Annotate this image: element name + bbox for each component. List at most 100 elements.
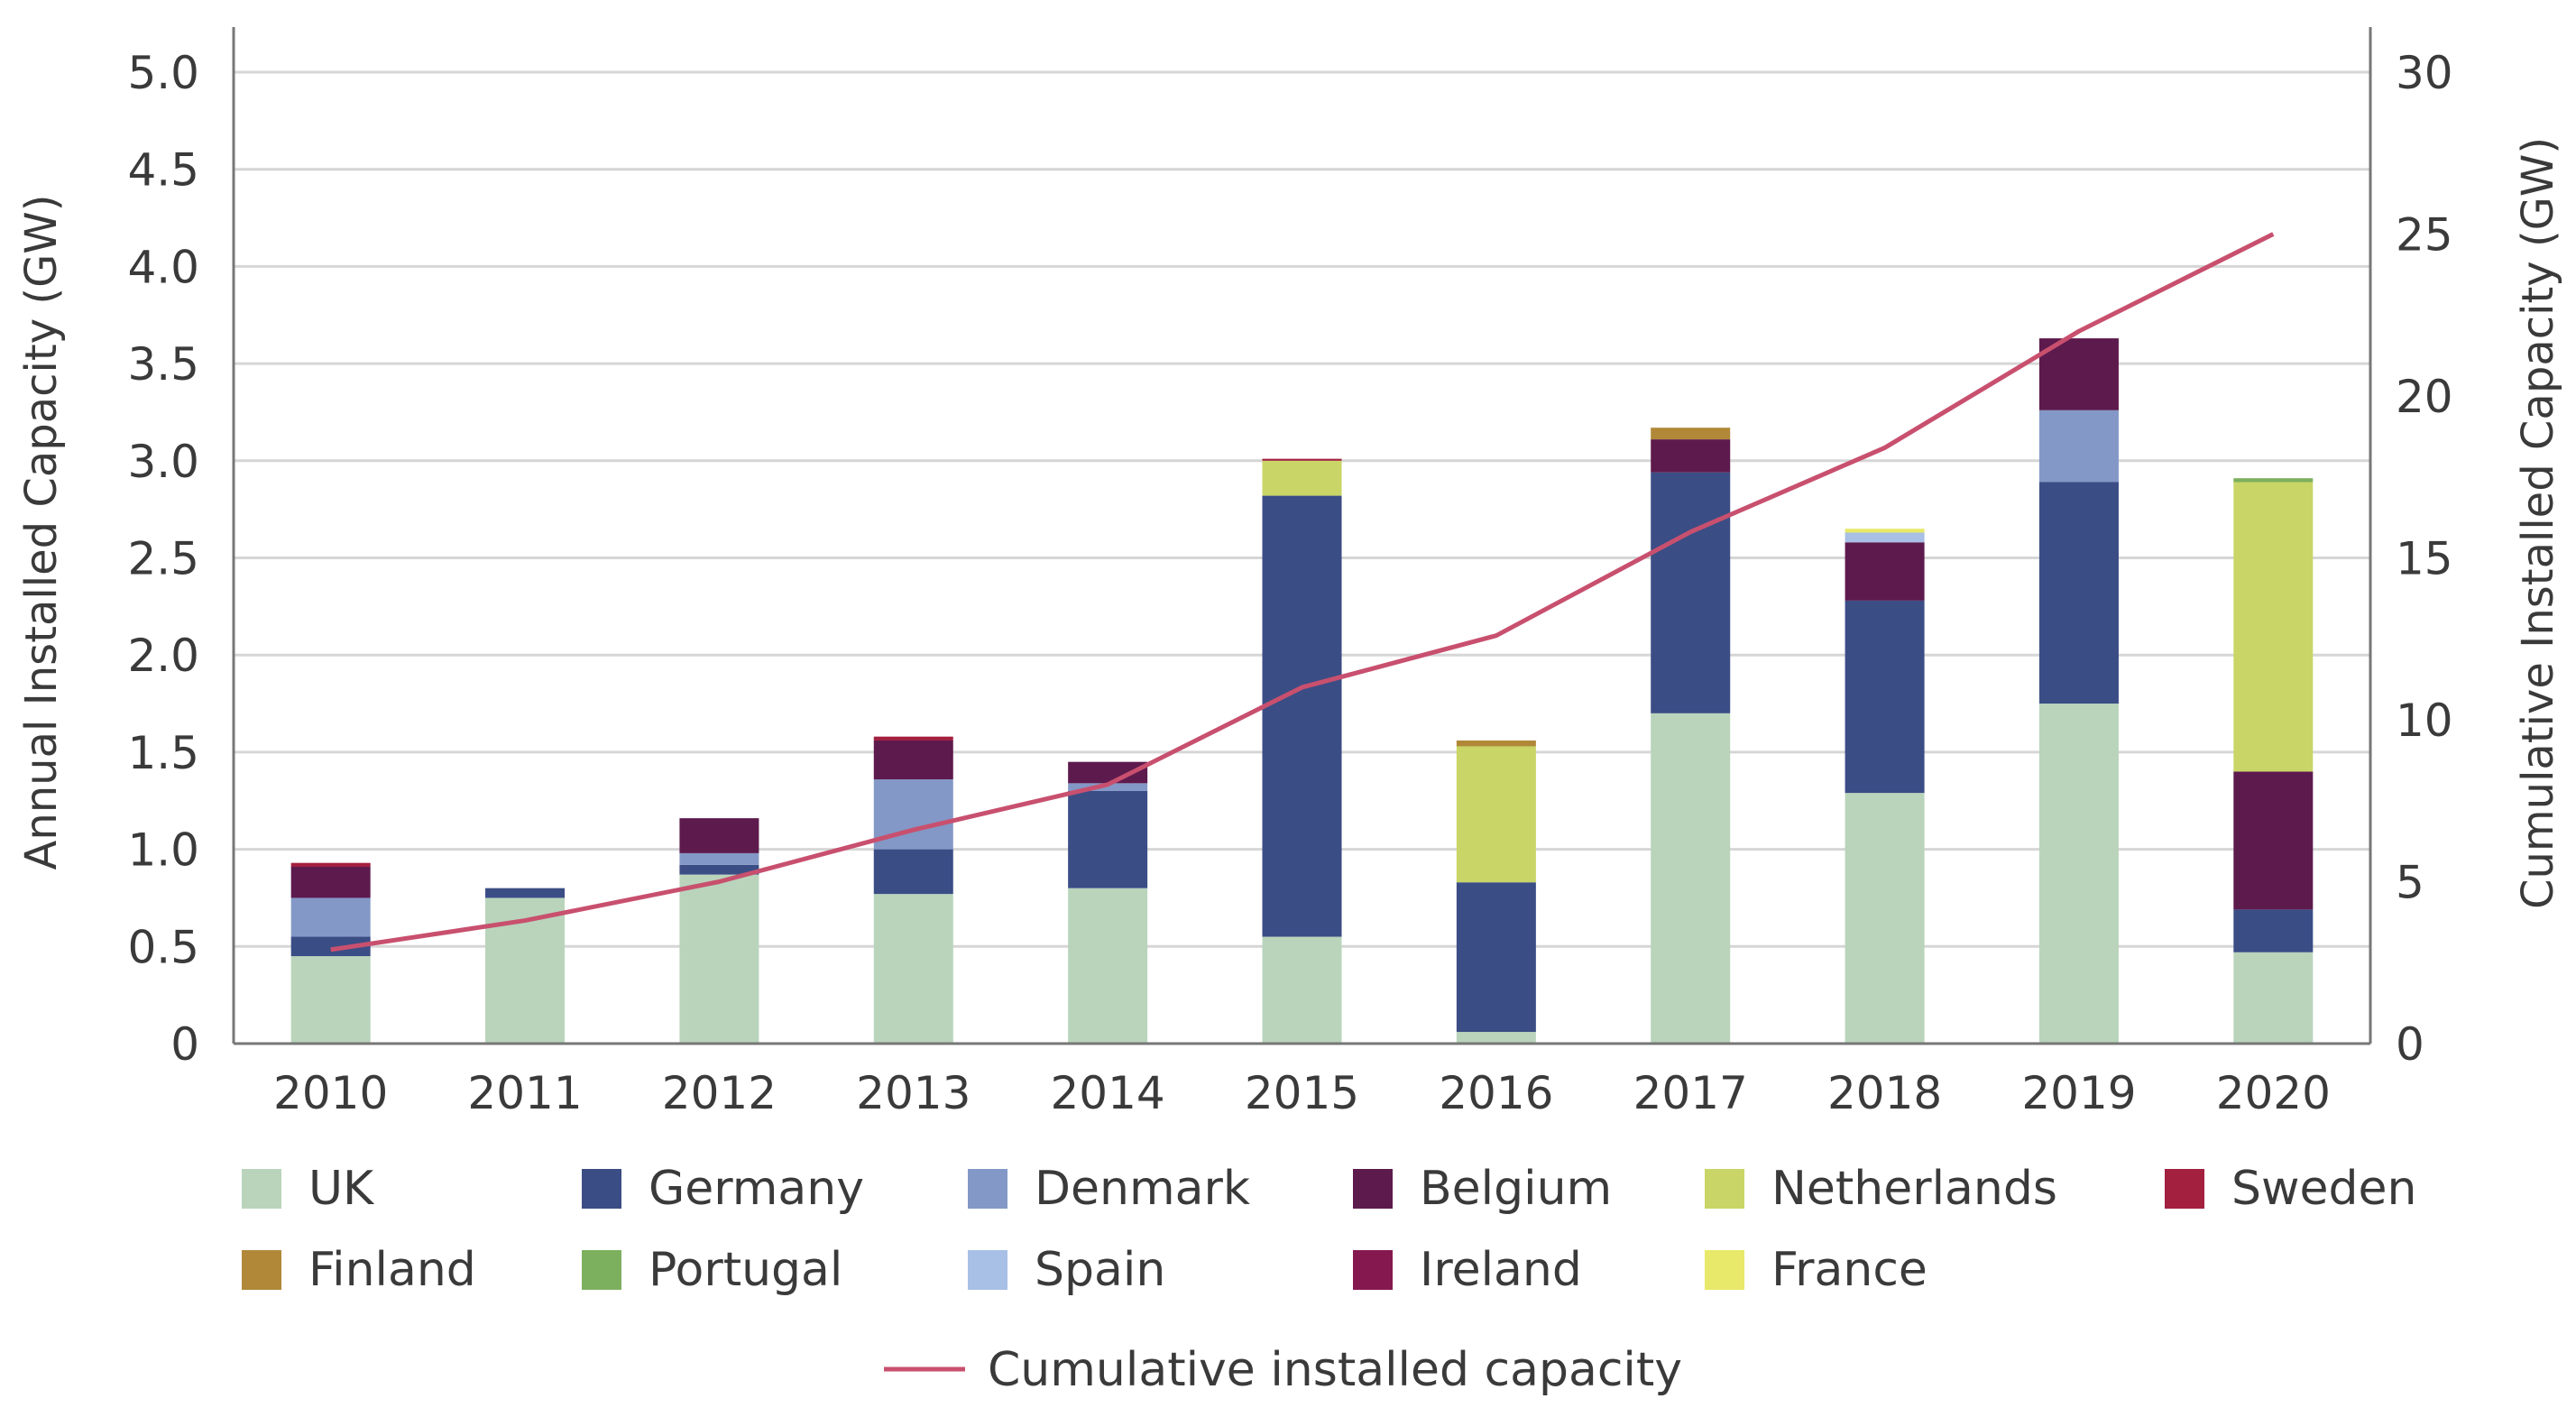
legend-label: Spain [1035, 1243, 1165, 1297]
bar-segment [679, 852, 759, 865]
x-tick-label: 2014 [1051, 1067, 1165, 1119]
bar-segment [1651, 472, 1731, 713]
legend: UK Germany Denmark Belgium Netherlands Sweden… [242, 1162, 2417, 1397]
bar-segment [2233, 482, 2314, 772]
legend-label: Sweden [2231, 1162, 2417, 1216]
bar-segment [1456, 1032, 1536, 1044]
legend-item: Denmark [968, 1162, 1250, 1216]
bar-segment [290, 956, 371, 1044]
bar-segment [290, 866, 371, 898]
bar-segment [679, 818, 759, 853]
bar-segment [2233, 952, 2314, 1044]
legend-item: France [1705, 1243, 1927, 1297]
bar-segment [2233, 478, 2314, 483]
y-tick-label: 0.5 [127, 921, 199, 973]
right-axis-ticks: 0 5 10 15 20 25 30 [2396, 47, 2453, 1071]
bar-segment [1845, 532, 1925, 543]
cumulative-line [330, 232, 2275, 952]
bar-segment [2038, 704, 2119, 1044]
bar-segment [1262, 458, 1342, 461]
bar-segment [2038, 409, 2119, 483]
legend-item: UK [242, 1162, 375, 1216]
legend-label: Netherlands [1771, 1162, 2057, 1216]
legend-swatch [242, 1169, 281, 1209]
legend-label: France [1771, 1243, 1927, 1297]
y-tick-label: 2.5 [127, 533, 199, 585]
bar-segment [1456, 882, 1536, 1033]
y-axis-label: Annual Installed Capacity (GW) [16, 195, 67, 870]
bar-segment [290, 936, 371, 957]
y-tick-label: 4.5 [127, 144, 199, 197]
bar-segment [485, 888, 566, 898]
x-tick-label: 2018 [1827, 1067, 1942, 1119]
y-tick-label: 4.0 [127, 241, 199, 293]
bar-segment [1456, 746, 1536, 883]
y-tick-label: 0 [170, 1018, 199, 1071]
y-tick-label: 2.0 [127, 630, 199, 682]
legend-label: Cumulative installed capacity [988, 1343, 1682, 1397]
y-tick-label: 5.0 [127, 47, 199, 99]
bar-segment [290, 862, 371, 867]
bar-segment [1845, 542, 1925, 601]
bar-segment [873, 849, 953, 895]
bar-segment [1068, 761, 1148, 784]
legend-swatch [1353, 1250, 1393, 1290]
legend-item: Sweden [2165, 1162, 2417, 1216]
legend-swatch [582, 1169, 621, 1209]
bar-segment [1068, 790, 1148, 888]
y-tick-label: 3.0 [127, 436, 199, 488]
bars [290, 338, 2314, 1044]
bar-segment [1651, 713, 1731, 1044]
x-tick-label: 2012 [662, 1067, 777, 1119]
x-tick-label: 2016 [1439, 1067, 1553, 1119]
legend-swatch [968, 1250, 1007, 1290]
x-tick-label: 2019 [2021, 1067, 2136, 1119]
bar-segment [1845, 529, 1925, 533]
y-tick-label-right: 5 [2396, 857, 2424, 909]
legend-label: UK [308, 1162, 375, 1216]
bar-segment [1262, 936, 1342, 1044]
legend-swatch [242, 1250, 281, 1290]
bar-segment [2038, 338, 2119, 410]
y-tick-label-right: 30 [2396, 47, 2453, 99]
legend-label: Denmark [1035, 1162, 1250, 1216]
y-axis-label-right: Cumulative Installed Capacity (GW) [2513, 137, 2563, 909]
y-tick-label: 3.5 [127, 338, 199, 391]
left-axis-ticks: 0 0.5 1.0 1.5 2.0 2.5 3.0 3.5 4.0 4.5 5.0 [127, 47, 199, 1071]
bar-segment [290, 897, 371, 937]
y-tick-label-right: 20 [2396, 371, 2453, 423]
y-tick-label-right: 15 [2396, 533, 2453, 585]
x-axis-ticks: 2010 2011 2012 2013 2014 2015 2016 2017 2018 2019… [273, 1067, 2331, 1119]
bar-segment [2038, 482, 2119, 704]
legend-item: Finland [242, 1243, 476, 1297]
legend-swatch [582, 1250, 621, 1290]
x-tick-label: 2017 [1633, 1067, 1748, 1119]
x-tick-label: 2010 [273, 1067, 388, 1119]
bar-segment [1651, 428, 1731, 440]
legend-item: Portugal [582, 1243, 842, 1297]
bar-segment [2233, 909, 2314, 952]
legend-swatch [968, 1169, 1007, 1209]
y-tick-label: 1.0 [127, 824, 199, 877]
bar-segment [1068, 888, 1148, 1044]
bar-segment [1651, 439, 1731, 473]
x-tick-label: 2013 [856, 1067, 971, 1119]
legend-label: Finland [308, 1243, 476, 1297]
bar-segment [1845, 793, 1925, 1044]
x-tick-label: 2020 [2216, 1067, 2331, 1119]
legend-swatch [1353, 1169, 1393, 1209]
axes [232, 27, 2372, 1045]
legend-swatch [2165, 1169, 2204, 1209]
bar-segment [2233, 771, 2314, 910]
bar-segment [873, 740, 953, 780]
y-tick-label-right: 25 [2396, 209, 2453, 262]
legend-label: Belgium [1420, 1162, 1612, 1216]
legend-item: Netherlands [1705, 1162, 2057, 1216]
legend-item-line: Cumulative installed capacity [884, 1343, 1682, 1397]
legend-label: Ireland [1420, 1243, 1582, 1297]
bar-segment [1262, 460, 1342, 496]
legend-item: Ireland [1353, 1243, 1582, 1297]
legend-label: Germany [649, 1162, 864, 1216]
bar-segment [1845, 600, 1925, 794]
